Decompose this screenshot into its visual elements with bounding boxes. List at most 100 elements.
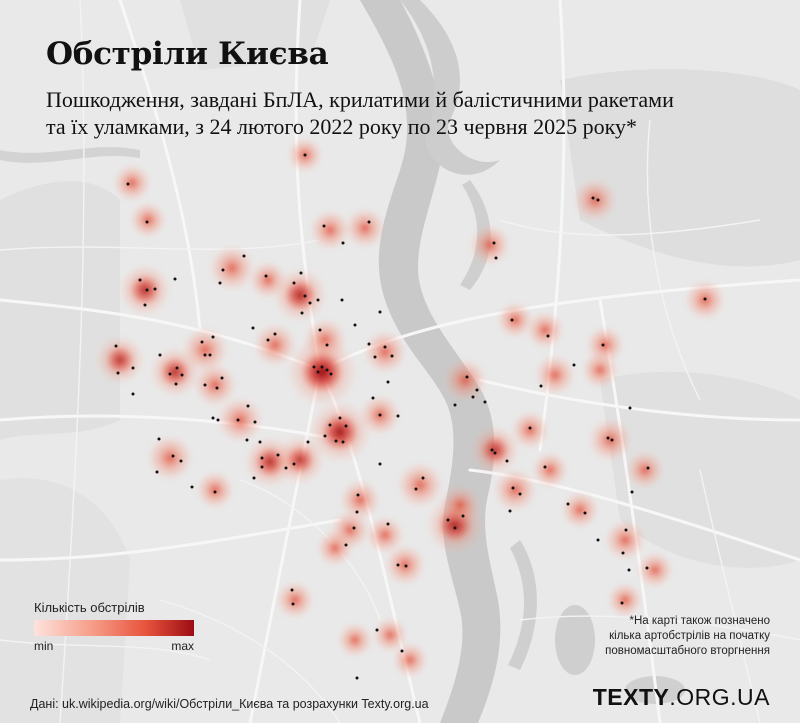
incident-point [390, 354, 394, 358]
incident-point [583, 511, 587, 515]
heat-spot [510, 410, 550, 450]
incident-point [475, 388, 479, 392]
incident-point [400, 649, 404, 653]
heat-spot-core [129, 274, 161, 306]
incident-point [490, 448, 494, 452]
incident-point [145, 220, 149, 224]
incident-point [492, 241, 496, 245]
incident-point [646, 466, 650, 470]
incident-point [318, 328, 322, 332]
heat-spot-core [105, 345, 135, 375]
incident-point [610, 438, 614, 442]
incident-point [367, 220, 371, 224]
incident-point [340, 298, 344, 302]
heat-spot-core [480, 435, 510, 465]
incident-point [242, 254, 246, 258]
heat-spot [362, 329, 408, 375]
incident-point [373, 355, 377, 359]
incident-point [355, 510, 359, 514]
incident-point [453, 403, 457, 407]
heat-spot [531, 451, 569, 489]
incident-point [260, 456, 264, 460]
heat-spot [625, 450, 665, 490]
incident-point [145, 288, 149, 292]
incident-point [510, 318, 514, 322]
heat-spot [146, 434, 194, 482]
incident-point [266, 338, 270, 342]
map-title: Обстріли Києва [46, 36, 329, 72]
incident-point [414, 487, 418, 491]
incident-point [116, 371, 120, 375]
heat-spot [581, 351, 619, 389]
heat-spot [534, 354, 576, 396]
incident-point [353, 323, 357, 327]
incident-point [386, 380, 390, 384]
data-source: Дані: uk.wikipedia.org/wiki/Обстріли_Киє… [30, 697, 429, 711]
incident-point [260, 465, 264, 469]
heat-spot [572, 177, 618, 223]
incident-point [303, 294, 307, 298]
incident-point [511, 486, 515, 490]
incident-point [157, 437, 161, 441]
heat-spot [492, 467, 538, 513]
incident-point [236, 418, 240, 422]
heat-spot [181, 326, 229, 374]
heat-spot [216, 396, 264, 444]
legend-title: Кількість обстрілів [34, 600, 145, 615]
incident-point [483, 400, 487, 404]
heat-spot [469, 224, 511, 266]
incident-point [308, 301, 312, 305]
incident-point [465, 375, 469, 379]
incident-point [591, 196, 595, 200]
heat-spot [396, 461, 444, 509]
heat-spot [606, 581, 644, 619]
incident-point [539, 384, 543, 388]
incident-point [175, 366, 179, 370]
incident-point [371, 396, 375, 400]
incident-point [518, 492, 522, 496]
incident-point [601, 343, 605, 347]
incident-point [126, 182, 130, 186]
incident-point [396, 563, 400, 567]
incident-point [396, 414, 400, 418]
incident-points-layer [114, 153, 707, 680]
incident-point [251, 326, 255, 330]
incident-point [211, 416, 215, 420]
heat-spot [129, 201, 167, 239]
incident-point [344, 543, 348, 547]
incident-point [158, 353, 162, 357]
incident-point [190, 485, 194, 489]
incident-point [356, 493, 360, 497]
incident-point [546, 334, 550, 338]
incident-point [494, 256, 498, 260]
incident-point [325, 343, 329, 347]
incident-point [291, 602, 295, 606]
heat-spot [604, 519, 646, 561]
incident-point [421, 476, 425, 480]
brand-logo: TEXTY.ORG.UA [593, 684, 770, 711]
incident-point [378, 413, 382, 417]
incident-point [290, 588, 294, 592]
incident-point [628, 406, 632, 410]
incident-point [543, 465, 547, 469]
incident-point [320, 365, 324, 369]
incident-point [211, 335, 215, 339]
heat-spot-core [301, 351, 343, 393]
brand-rest: .ORG.UA [669, 684, 770, 710]
heat-spot [195, 470, 235, 510]
incident-point [131, 392, 135, 396]
incident-point [208, 353, 212, 357]
incident-point [312, 365, 316, 369]
incident-point [316, 298, 320, 302]
heat-spot [560, 490, 600, 530]
incident-point [627, 568, 631, 572]
heat-spot [636, 551, 674, 589]
incident-point [334, 439, 338, 443]
incident-point [703, 297, 707, 301]
incident-point [572, 363, 576, 367]
incident-point [220, 376, 224, 380]
incident-point [596, 198, 600, 202]
incident-point [171, 454, 175, 458]
